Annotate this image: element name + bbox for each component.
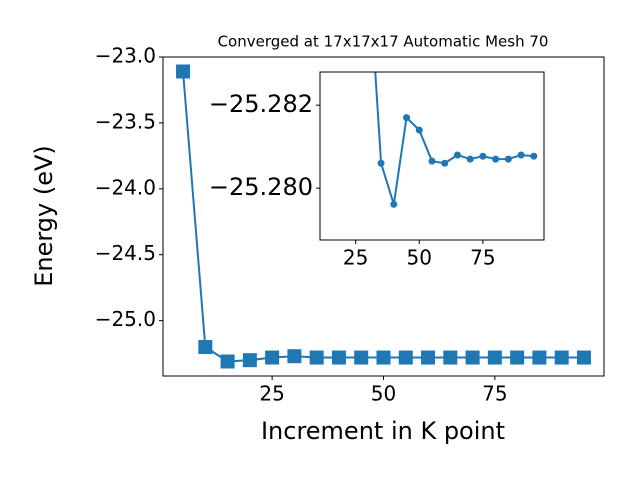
x-tick-label: 25 [343,246,368,270]
marker [198,340,213,354]
x-tick-label: 75 [470,246,495,270]
marker [398,350,413,365]
marker [510,350,525,365]
marker [554,350,569,365]
marker [390,200,398,208]
marker [530,152,538,160]
marker [576,350,591,365]
y-axis-label: Energy (eV) [30,145,58,287]
x-tick-label: 75 [482,382,507,406]
marker [504,155,512,163]
y-tick-label: −25.280 [209,173,313,201]
marker [377,159,385,167]
marker [517,151,525,159]
chart-title: Converged at 17x17x17 Automatic Mesh 70 [218,33,549,51]
marker [421,350,436,365]
x-axis-label: Increment in K point [261,417,505,445]
y-tick-label: −24.0 [95,175,156,199]
marker [532,350,547,365]
marker [265,350,280,365]
plot-content [374,72,538,208]
y-tick-label: −25.0 [95,307,156,331]
marker [479,152,487,160]
y-tick-label: −23.0 [95,44,156,68]
marker [441,159,449,167]
marker [242,353,257,368]
y-tick-label: −23.5 [95,109,156,133]
marker [453,151,461,159]
x-tick-label: 50 [407,246,432,270]
axes-frame [319,71,545,241]
marker [415,126,423,134]
marker [492,155,500,163]
marker [176,64,191,79]
marker [376,350,391,365]
x-tick-label: 25 [259,382,284,406]
y-tick-label: −24.5 [95,241,156,265]
plot-content [176,64,591,369]
marker [331,350,346,365]
marker [220,354,235,369]
plot-area [320,72,544,240]
x-tick-label: 50 [371,382,396,406]
marker [428,157,436,165]
marker [403,114,411,122]
marker [443,350,458,365]
marker [354,350,369,365]
marker [465,350,480,365]
marker [487,350,502,365]
marker [309,350,324,365]
marker [287,349,302,364]
y-tick-label: −25.282 [209,90,313,118]
marker [466,155,474,163]
